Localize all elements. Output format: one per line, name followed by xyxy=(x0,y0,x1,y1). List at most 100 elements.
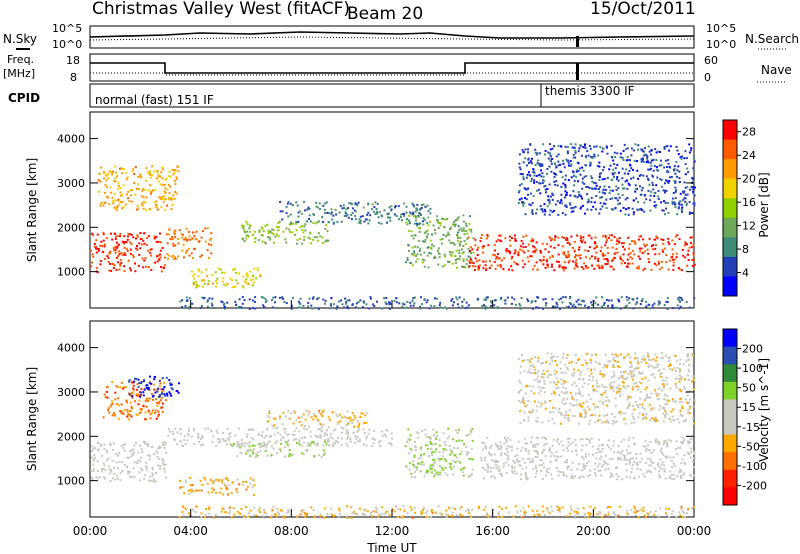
echo-cell xyxy=(498,473,501,476)
echo-cell xyxy=(645,471,648,474)
echo-cell xyxy=(155,177,158,180)
echo-cell xyxy=(445,449,448,452)
echo-cell xyxy=(409,434,412,437)
echo-cell xyxy=(666,455,669,458)
echo-cell xyxy=(678,388,681,391)
echo-cell xyxy=(113,206,116,209)
echo-cell xyxy=(130,392,133,395)
echo-cell xyxy=(92,458,95,461)
echo-cell xyxy=(552,438,555,441)
echo-cell xyxy=(221,271,224,274)
echo-cell xyxy=(544,248,547,251)
echo-cell xyxy=(163,393,166,396)
echo-cell xyxy=(146,237,149,239)
echo-cell xyxy=(200,236,203,239)
echo-cell xyxy=(118,268,121,271)
echo-cell xyxy=(595,145,598,148)
echo-cell xyxy=(518,460,521,463)
echo-cell xyxy=(330,433,332,436)
echo-cell xyxy=(595,452,598,454)
echo-cell xyxy=(164,191,167,194)
echo-cell xyxy=(264,242,267,245)
echo-cell xyxy=(215,478,218,481)
echo-cell xyxy=(550,352,553,355)
echo-cell xyxy=(566,150,569,153)
echo-cell xyxy=(182,256,185,259)
echo-cell xyxy=(282,411,285,414)
echo-cell xyxy=(139,460,142,463)
echo-cell xyxy=(527,359,530,362)
echo-cell xyxy=(324,299,327,302)
echo-cell xyxy=(144,201,147,204)
echo-cell xyxy=(470,228,473,231)
echo-cell xyxy=(426,254,429,257)
echo-cell xyxy=(297,215,300,218)
echo-cell xyxy=(631,378,634,381)
echo-cell xyxy=(593,414,596,417)
echo-cell xyxy=(636,208,639,211)
echo-cell xyxy=(143,259,146,262)
echo-cell xyxy=(156,415,159,418)
echo-cell xyxy=(296,238,299,241)
echo-cell xyxy=(260,234,263,237)
echo-cell xyxy=(578,147,581,150)
echo-cell xyxy=(437,221,439,224)
echo-cell xyxy=(111,400,114,403)
echo-cell xyxy=(217,479,220,482)
echo-cell xyxy=(663,397,666,400)
echo-cell xyxy=(229,443,232,446)
echo-cell xyxy=(598,267,601,269)
echo-cell xyxy=(566,237,569,240)
echo-cell xyxy=(599,457,601,460)
echo-cell xyxy=(556,303,559,306)
echo-cell xyxy=(514,239,517,242)
echo-cell xyxy=(157,387,160,390)
echo-cell xyxy=(647,379,650,382)
echo-cell xyxy=(658,387,660,390)
echo-cell xyxy=(565,194,567,197)
echo-cell xyxy=(534,372,536,374)
echo-cell xyxy=(634,184,637,187)
echo-cell xyxy=(169,383,172,386)
colorbar-swatch xyxy=(723,120,737,141)
echo-cell xyxy=(629,256,632,259)
echo-cell xyxy=(297,416,300,419)
echo-cell xyxy=(509,439,512,442)
echo-cell xyxy=(678,268,681,271)
echo-cell xyxy=(155,203,157,206)
echo-cell xyxy=(310,304,313,307)
echo-cell xyxy=(629,366,632,369)
echo-cell xyxy=(115,385,118,388)
echo-cell xyxy=(532,385,535,388)
echo-cell xyxy=(422,220,424,223)
echo-cell xyxy=(234,300,237,303)
echo-cell xyxy=(460,439,463,442)
echo-cell xyxy=(690,447,693,450)
echo-cell xyxy=(518,166,521,169)
echo-cell xyxy=(259,446,261,449)
echo-cell xyxy=(618,377,621,379)
echo-cell xyxy=(169,382,172,385)
echo-cell xyxy=(625,168,628,171)
echo-cell xyxy=(321,411,324,414)
echo-cell xyxy=(582,267,585,270)
echo-cell xyxy=(430,510,433,513)
echo-cell xyxy=(530,162,533,165)
echo-cell xyxy=(523,187,526,190)
echo-cell xyxy=(598,175,601,178)
echo-cell xyxy=(632,168,634,171)
echo-cell xyxy=(165,451,168,454)
echo-cell xyxy=(412,213,415,216)
echo-cell xyxy=(390,432,393,435)
echo-cell xyxy=(578,403,581,406)
echo-cell xyxy=(239,451,242,454)
echo-cell xyxy=(142,188,145,191)
echo-cell xyxy=(658,164,661,167)
echo-cell xyxy=(570,163,573,166)
echo-cell xyxy=(523,370,526,373)
echo-cell xyxy=(139,173,142,176)
echo-cell xyxy=(548,467,550,470)
echo-cell xyxy=(687,249,690,252)
echo-cell xyxy=(604,192,607,195)
